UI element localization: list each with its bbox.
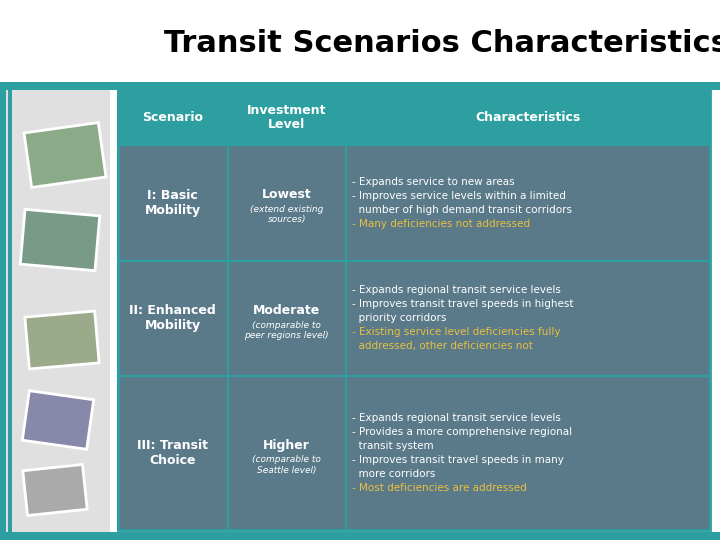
Bar [346,145,710,260]
Text: - Expands regional transit service levels: - Expands regional transit service level… [352,413,561,423]
Text: priority corridors: priority corridors [352,313,446,323]
Polygon shape [24,123,106,187]
Text: Higher: Higher [264,438,310,451]
Text: II: Enhanced
Mobility: II: Enhanced Mobility [130,304,216,332]
Text: - Improves service levels within a limited: - Improves service levels within a limit… [352,191,566,201]
Bar [118,90,710,530]
Text: I: Basic
Mobility: I: Basic Mobility [145,189,201,217]
Bar [228,90,346,145]
Text: Moderate: Moderate [253,303,320,317]
Bar [118,376,228,530]
Bar [118,260,228,376]
Text: - Existing service level deficiencies fully: - Existing service level deficiencies fu… [352,327,560,338]
Text: III: Transit
Choice: III: Transit Choice [138,439,208,467]
Text: - Most deficiencies are addressed: - Most deficiencies are addressed [352,483,526,493]
Polygon shape [20,210,100,271]
Bar [0,90,110,540]
Text: - Provides a more comprehensive regional: - Provides a more comprehensive regional [352,427,572,437]
Text: (extend existing
sources): (extend existing sources) [250,205,323,225]
Text: more corridors: more corridors [352,469,436,479]
Text: (comparable to
peer regions level): (comparable to peer regions level) [244,321,329,340]
Text: Lowest: Lowest [262,188,312,201]
Polygon shape [25,311,99,369]
Text: Scenario: Scenario [143,111,203,124]
Bar [118,90,228,145]
Text: - Improves transit travel speeds in many: - Improves transit travel speeds in many [352,455,564,465]
Bar [346,90,710,145]
Bar [0,532,720,540]
Bar [346,376,710,530]
Bar [0,0,720,82]
Text: Characteristics: Characteristics [475,111,580,124]
Text: Transit Scenarios Characteristics: Transit Scenarios Characteristics [164,30,720,58]
Text: Investment
Level: Investment Level [247,104,326,132]
Polygon shape [22,391,94,449]
Text: addressed, other deficiencies not: addressed, other deficiencies not [352,341,533,351]
Text: - Improves transit travel speeds in highest: - Improves transit travel speeds in high… [352,299,573,309]
Bar [228,145,346,260]
Text: - Expands service to new areas: - Expands service to new areas [352,177,515,187]
Polygon shape [23,464,87,516]
Text: - Many deficiencies not addressed: - Many deficiencies not addressed [352,219,530,229]
Text: transit system: transit system [352,441,433,451]
Bar [346,260,710,376]
Bar [8,90,12,540]
Bar [118,145,228,260]
Bar [228,260,346,376]
Text: (comparable to
Seattle level): (comparable to Seattle level) [252,455,321,475]
Text: - Expands regional transit service levels: - Expands regional transit service level… [352,285,561,295]
Bar [0,82,720,90]
Bar [228,376,346,530]
Bar [0,90,6,540]
Text: number of high demand transit corridors: number of high demand transit corridors [352,205,572,215]
